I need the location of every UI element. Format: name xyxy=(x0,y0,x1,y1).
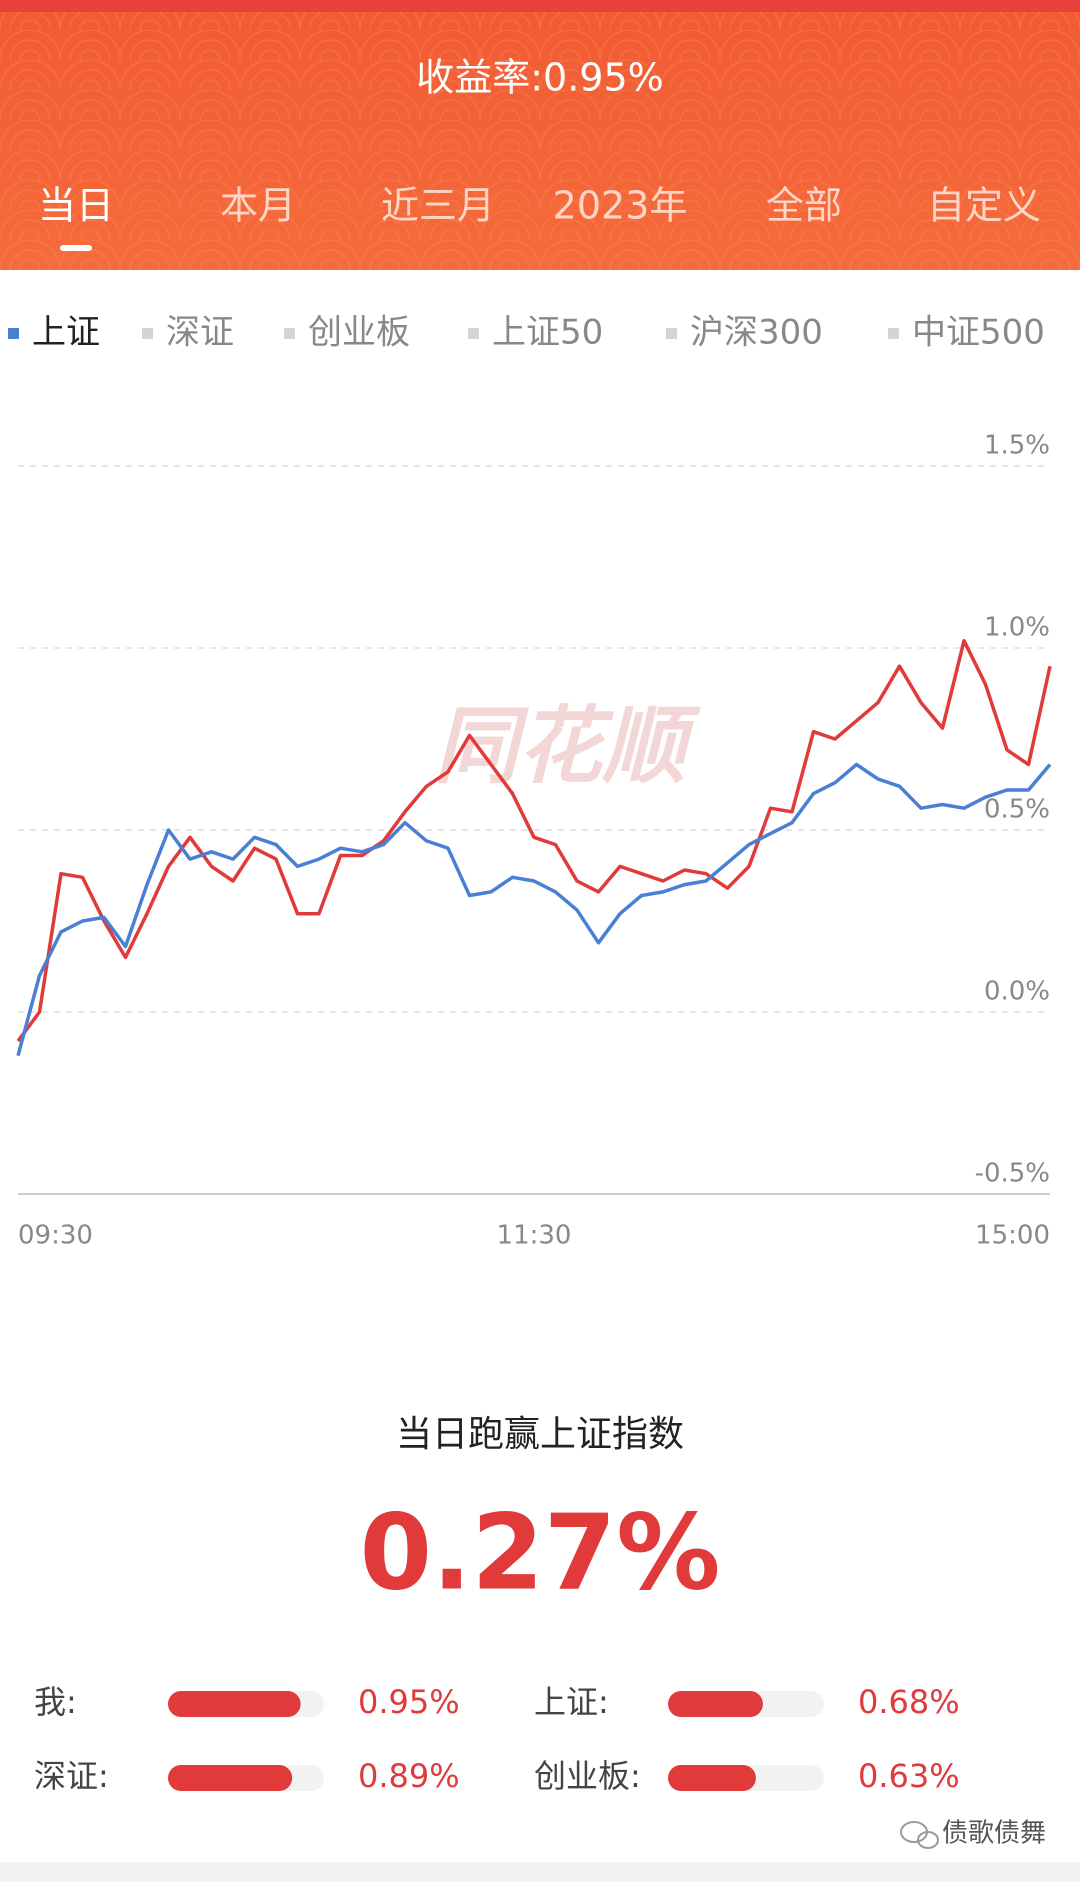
compare-value: 0.89% xyxy=(358,1757,460,1795)
compare-value: 0.63% xyxy=(858,1757,960,1795)
compare-value: 0.95% xyxy=(358,1683,460,1721)
header-title: 收益率:0.95% xyxy=(416,56,664,100)
index-tab-marker xyxy=(284,328,295,339)
compare-value: 0.68% xyxy=(858,1683,960,1721)
y-tick-label: -0.5% xyxy=(975,1159,1050,1189)
summary-value: 0.27% xyxy=(360,1491,721,1613)
period-tab[interactable]: 2023年 xyxy=(553,184,688,228)
compare-name: 创业板: xyxy=(534,1757,641,1795)
period-tab[interactable]: 近三月 xyxy=(381,184,495,228)
y-tick-label: 0.0% xyxy=(984,977,1050,1007)
footer-text: 债歌债舞 xyxy=(942,1819,1046,1849)
period-tab[interactable]: 当日 xyxy=(38,184,114,228)
index-tab[interactable]: 上证50 xyxy=(492,313,603,353)
index-tab[interactable]: 深证 xyxy=(166,313,234,353)
y-tick-label: 1.5% xyxy=(984,431,1050,461)
period-tab[interactable]: 自定义 xyxy=(927,184,1041,228)
compare-bar xyxy=(668,1765,756,1791)
index-tab-marker xyxy=(666,328,677,339)
wechat-icon xyxy=(900,1821,939,1849)
series-line xyxy=(16,762,1052,1057)
index-tab-marker xyxy=(468,328,479,339)
compare-name: 我: xyxy=(34,1683,77,1721)
compare-bar xyxy=(168,1765,293,1791)
index-tab-marker xyxy=(888,328,899,339)
series-line xyxy=(16,638,1052,1043)
period-tab[interactable]: 全部 xyxy=(766,184,842,228)
index-tab[interactable]: 创业板 xyxy=(308,313,410,353)
header-pattern xyxy=(0,0,1080,270)
index-tab[interactable]: 中证500 xyxy=(912,313,1045,353)
compare-bar xyxy=(668,1691,763,1717)
tab-indicator xyxy=(60,245,92,251)
bottom-strip xyxy=(0,1862,1080,1882)
index-tab[interactable]: 沪深300 xyxy=(690,313,823,353)
period-tab[interactable]: 本月 xyxy=(220,184,296,228)
compare-name: 深证: xyxy=(34,1757,109,1795)
index-tab[interactable]: 上证 xyxy=(32,313,100,353)
index-tab-marker xyxy=(8,328,19,339)
x-tick-label: 11:30 xyxy=(497,1221,572,1251)
y-tick-label: 1.0% xyxy=(984,613,1050,643)
top-strip xyxy=(0,0,1080,12)
watermark: 同花顺 xyxy=(434,697,701,795)
compare-name: 上证: xyxy=(534,1683,609,1721)
summary-title: 当日跑赢上证指数 xyxy=(396,1414,684,1455)
index-tab-marker xyxy=(142,328,153,339)
compare-bar xyxy=(168,1691,301,1717)
x-tick-label: 09:30 xyxy=(18,1221,93,1251)
x-tick-label: 15:00 xyxy=(975,1221,1050,1251)
y-tick-label: 0.5% xyxy=(984,795,1050,825)
